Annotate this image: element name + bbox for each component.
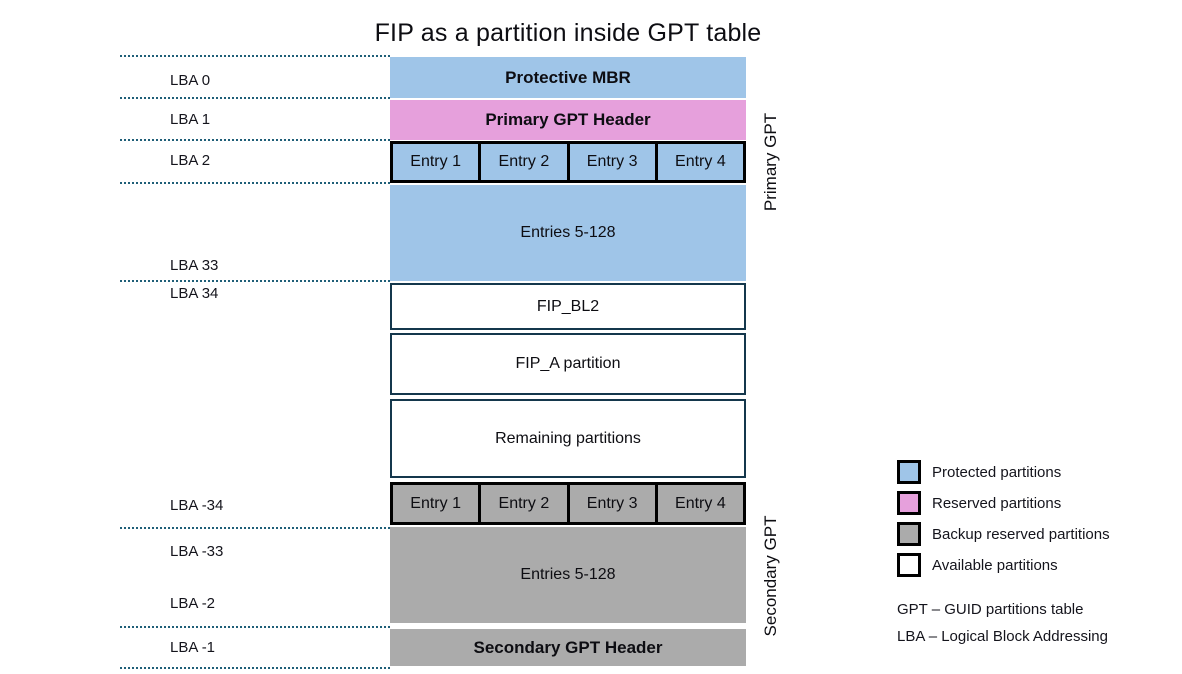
lba-label-neg2: LBA -2 (170, 595, 216, 612)
lba-label-0: LBA 0 (170, 72, 211, 89)
legend: Protected partitions Reserved partitions… (897, 460, 1110, 584)
entry-cell: Entry 4 (675, 494, 726, 512)
entry-cell: Entry 1 (393, 485, 482, 522)
dotted-line (120, 527, 390, 529)
legend-swatch-reserved (897, 491, 921, 515)
note-gpt: GPT – GUID partitions table (897, 601, 1084, 618)
entry-cell: Entry 2 (481, 485, 570, 522)
primary-entry-row: Entry 1 Entry 2 Entry 3 Entry 4 (390, 141, 746, 183)
block-secondary-gpt-header: Secondary GPT Header (390, 629, 746, 666)
block-primary-entries-rest: Entries 5-128 (390, 185, 746, 281)
abbreviation-notes: GPT – GUID partitions table LBA – Logica… (897, 600, 1108, 646)
entry-cell: Entry 1 (393, 144, 482, 180)
legend-label: Reserved partitions (932, 494, 1062, 512)
lba-label-33: LBA 33 (170, 257, 219, 274)
entry-cell: Entry 3 (570, 485, 658, 522)
side-label-primary-gpt: Primary GPT (761, 112, 780, 212)
block-primary-gpt-header: Primary GPT Header (390, 100, 746, 140)
block-secondary-entries-rest: Entries 5-128 (390, 527, 746, 623)
legend-item-backup: Backup reserved partitions (897, 522, 1110, 546)
dotted-line (120, 55, 390, 57)
legend-swatch-backup (897, 522, 921, 546)
lba-label-34: LBA 34 (170, 285, 219, 302)
legend-label: Backup reserved partitions (932, 525, 1110, 543)
dotted-line (120, 139, 390, 141)
legend-label: Protected partitions (932, 463, 1062, 481)
legend-label: Available partitions (932, 556, 1058, 574)
legend-item-available: Available partitions (897, 553, 1110, 577)
entry-cell: Entry 4 (675, 153, 726, 170)
dotted-line (120, 182, 390, 184)
secondary-entry-row: Entry 1 Entry 2 Entry 3 Entry 4 (390, 482, 746, 525)
dotted-line (120, 280, 390, 282)
block-protective-mbr: Protective MBR (390, 57, 746, 98)
entry-cell: Entry 2 (481, 144, 570, 180)
legend-item-protected: Protected partitions (897, 460, 1110, 484)
dotted-line (120, 97, 390, 99)
dotted-line (120, 626, 390, 628)
lba-label-2: LBA 2 (170, 152, 211, 169)
legend-swatch-protected (897, 460, 921, 484)
side-label-secondary-gpt: Secondary GPT (761, 515, 780, 637)
legend-swatch-available (897, 553, 921, 577)
block-remaining-partitions: Remaining partitions (390, 399, 746, 478)
lba-label-neg1: LBA -1 (170, 639, 216, 656)
block-fip-a-partition: FIP_A partition (390, 333, 746, 395)
note-lba: LBA – Logical Block Addressing (897, 628, 1108, 645)
lba-label-neg34: LBA -34 (170, 497, 224, 514)
legend-item-reserved: Reserved partitions (897, 491, 1110, 515)
lba-label-1: LBA 1 (170, 111, 211, 128)
lba-label-neg33: LBA -33 (170, 543, 224, 560)
block-fip-bl2: FIP_BL2 (390, 283, 746, 330)
entry-cell: Entry 3 (570, 144, 658, 180)
dotted-line (120, 667, 390, 669)
diagram-title: FIP as a partition inside GPT table (374, 19, 762, 47)
